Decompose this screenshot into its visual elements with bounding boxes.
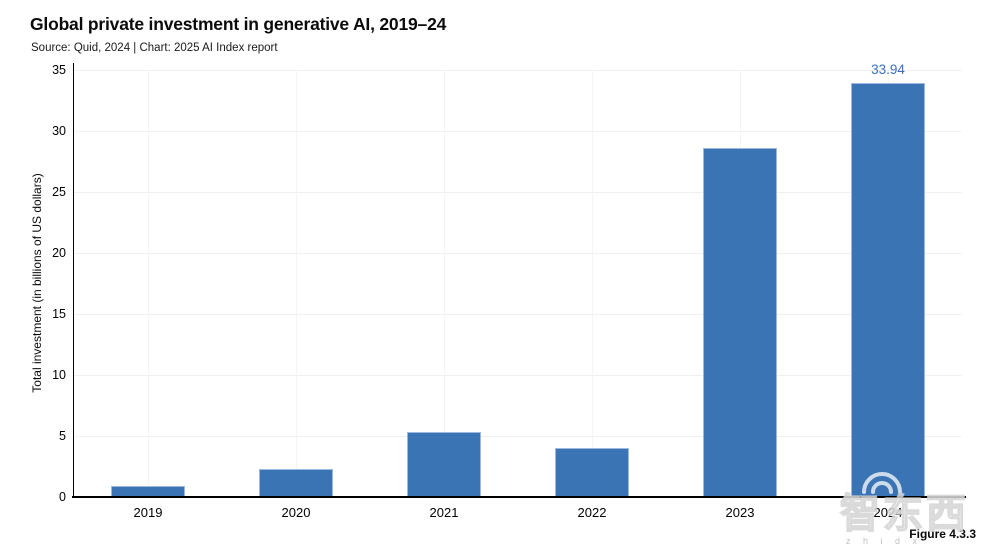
y-axis-line <box>72 63 74 497</box>
h-gridline <box>74 252 962 254</box>
h-gridline <box>74 191 962 193</box>
v-gridline <box>443 70 445 497</box>
y-tick-label: 30 <box>52 124 66 138</box>
y-tick-label: 5 <box>59 429 66 443</box>
x-tick-label: 2024 <box>873 505 903 520</box>
h-gridline <box>74 69 962 71</box>
h-gridline <box>74 435 962 437</box>
h-gridline <box>74 130 962 132</box>
chart-title: Global private investment in generative … <box>30 14 447 34</box>
y-tick-label: 15 <box>52 307 66 321</box>
v-gridline <box>591 70 593 497</box>
y-tick-label: 0 <box>59 490 66 504</box>
x-tick-label: 2020 <box>281 505 311 520</box>
x-axis-line <box>72 495 966 498</box>
plot-area: 0 5 10 15 20 25 30 35 2019 2020 2021 2022 2023 2024 33… <box>52 62 962 520</box>
y-tick-label: 25 <box>52 185 66 199</box>
figure-label: Figure 4.3.3 <box>909 527 976 541</box>
x-tick-label: 2023 <box>725 505 755 520</box>
bar-value-label: 33.94 <box>871 61 905 77</box>
bar <box>555 448 629 497</box>
y-axis-title: Total investment (in billions of US doll… <box>30 173 44 393</box>
y-tick-label: 35 <box>52 63 66 77</box>
chart-subtitle: Source: Quid, 2024 | Chart: 2025 AI Inde… <box>31 42 278 54</box>
h-gridline <box>74 374 962 376</box>
x-tick-label: 2019 <box>133 505 163 520</box>
y-tick-label: 20 <box>52 246 66 260</box>
bar <box>407 432 481 497</box>
bar <box>703 148 777 497</box>
h-gridline <box>74 313 962 315</box>
v-gridline <box>147 70 149 497</box>
x-tick-label: 2021 <box>429 505 459 520</box>
y-tick-label: 10 <box>52 368 66 382</box>
bar <box>259 468 333 497</box>
x-tick-label: 2022 <box>577 505 607 520</box>
bar <box>851 82 925 497</box>
v-gridline <box>295 70 297 497</box>
